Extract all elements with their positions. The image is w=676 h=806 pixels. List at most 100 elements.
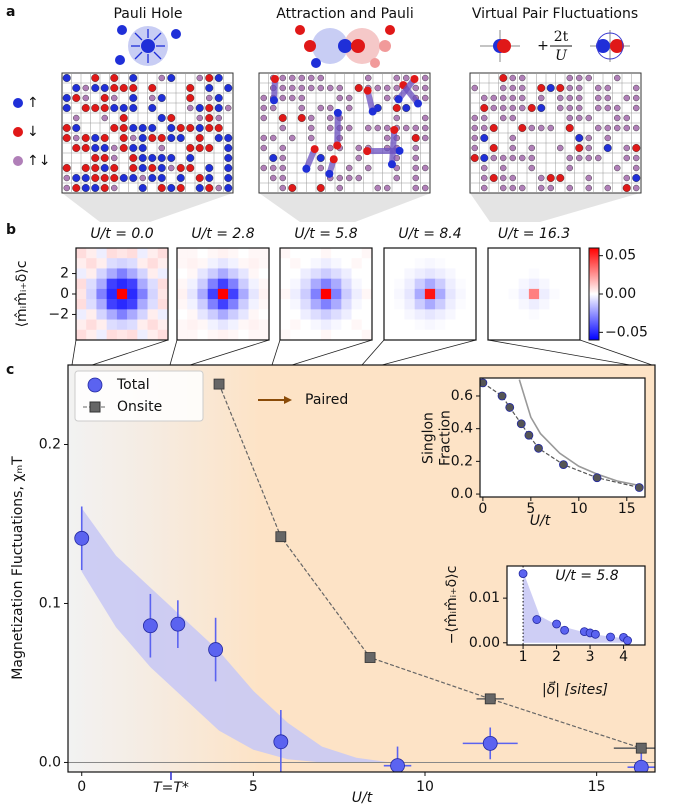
atom <box>519 74 526 82</box>
heatmap-cell <box>518 299 530 310</box>
heatmap-cell <box>508 248 519 259</box>
atom <box>73 134 80 142</box>
atom <box>270 164 277 172</box>
atom <box>346 94 353 102</box>
heatmap-cell <box>300 268 311 279</box>
heatmap-cell <box>207 278 219 290</box>
heatmap-cell <box>217 248 229 259</box>
heatmap-cell <box>435 268 446 279</box>
atom <box>168 164 175 172</box>
heatmap-cell <box>197 258 208 269</box>
heatmap-cell <box>361 268 373 279</box>
x-axis-label: |δ⃗| [sites] <box>542 680 608 698</box>
confidence-band <box>523 571 624 643</box>
heatmap-cell <box>258 258 270 269</box>
legend-marker <box>89 401 101 413</box>
atom <box>91 163 100 172</box>
heatmap-cell <box>290 309 301 320</box>
heatmap-cell <box>320 309 332 320</box>
heatmap-cell <box>361 288 373 300</box>
atom <box>622 183 631 192</box>
heatmap-cell <box>394 309 405 320</box>
data-point <box>634 483 644 492</box>
heatmap-cell <box>157 319 169 331</box>
heatmap-cell <box>137 268 148 279</box>
atom <box>614 124 621 132</box>
heatmap-cell <box>157 278 169 290</box>
heatmap-cell <box>435 288 446 300</box>
atom <box>538 174 545 182</box>
heatmap-cell <box>137 329 148 341</box>
heatmap-cell <box>228 278 239 290</box>
heatmap-cell <box>361 329 373 341</box>
heatmap-cell <box>384 319 395 331</box>
heatmap-cell <box>177 278 188 290</box>
heatmap-cell <box>445 248 456 259</box>
heatmap-cell <box>258 299 270 310</box>
heatmap-cell <box>569 319 581 331</box>
heatmap-cell <box>280 258 291 269</box>
atom <box>623 124 630 132</box>
heatmap-cell <box>217 288 229 300</box>
heatmap-cell <box>127 329 138 341</box>
data-point <box>591 629 600 639</box>
heatmap-cell <box>569 248 581 259</box>
heatmap-cell <box>238 299 249 310</box>
heatmap-cell <box>394 248 405 259</box>
atom <box>215 184 222 192</box>
atom <box>614 114 621 122</box>
atom <box>91 133 100 142</box>
y-axis-label: Singlon <box>421 412 437 464</box>
atom <box>72 183 81 192</box>
heatmap-cell <box>187 299 198 310</box>
atom <box>614 74 621 82</box>
atom <box>110 163 119 172</box>
atom <box>546 173 555 182</box>
heatmap-cell <box>414 248 426 259</box>
x-tick-label: 4 <box>619 649 628 665</box>
atom <box>167 133 176 142</box>
data-point <box>480 378 488 388</box>
y-tick-label: 0.0 <box>39 754 61 770</box>
atom <box>411 133 420 142</box>
heatmap-cell <box>414 299 426 310</box>
atom <box>260 104 267 112</box>
data-point <box>633 759 649 772</box>
atom <box>547 124 554 132</box>
heatmap-cell <box>455 319 467 331</box>
atom <box>633 164 640 172</box>
heatmap-cell <box>127 309 138 320</box>
heatmap-cell <box>351 278 363 290</box>
data-point <box>635 742 647 754</box>
atom <box>205 103 214 112</box>
y-tick-label: 0.00 <box>469 635 500 651</box>
atom <box>62 73 71 82</box>
heatmap-cell <box>361 319 373 331</box>
heatmap-cell <box>331 248 342 259</box>
heatmap-cell <box>300 329 311 341</box>
heatmap-cell <box>228 329 239 341</box>
x-axis-label: U/t <box>352 790 373 806</box>
tstar-label: T=T* <box>153 780 189 796</box>
atom <box>595 94 602 102</box>
atom <box>519 154 526 162</box>
atom <box>614 104 621 112</box>
heatmap-cell <box>207 248 219 259</box>
heatmap-cell <box>300 278 311 290</box>
atom <box>279 94 286 102</box>
atom <box>576 154 583 162</box>
heatmap-cell <box>228 258 239 269</box>
atom <box>214 123 223 132</box>
heatmap-cell <box>310 248 322 259</box>
heatmap-cell <box>248 258 260 269</box>
heatmap-cell <box>197 329 208 341</box>
funnel <box>470 193 640 222</box>
heatmap-cell <box>280 299 291 310</box>
atom <box>224 133 233 142</box>
heatmap-cell <box>238 258 249 269</box>
atom <box>205 83 214 92</box>
atom <box>81 183 90 192</box>
heatmap-cell <box>424 309 436 320</box>
atom <box>500 184 507 192</box>
